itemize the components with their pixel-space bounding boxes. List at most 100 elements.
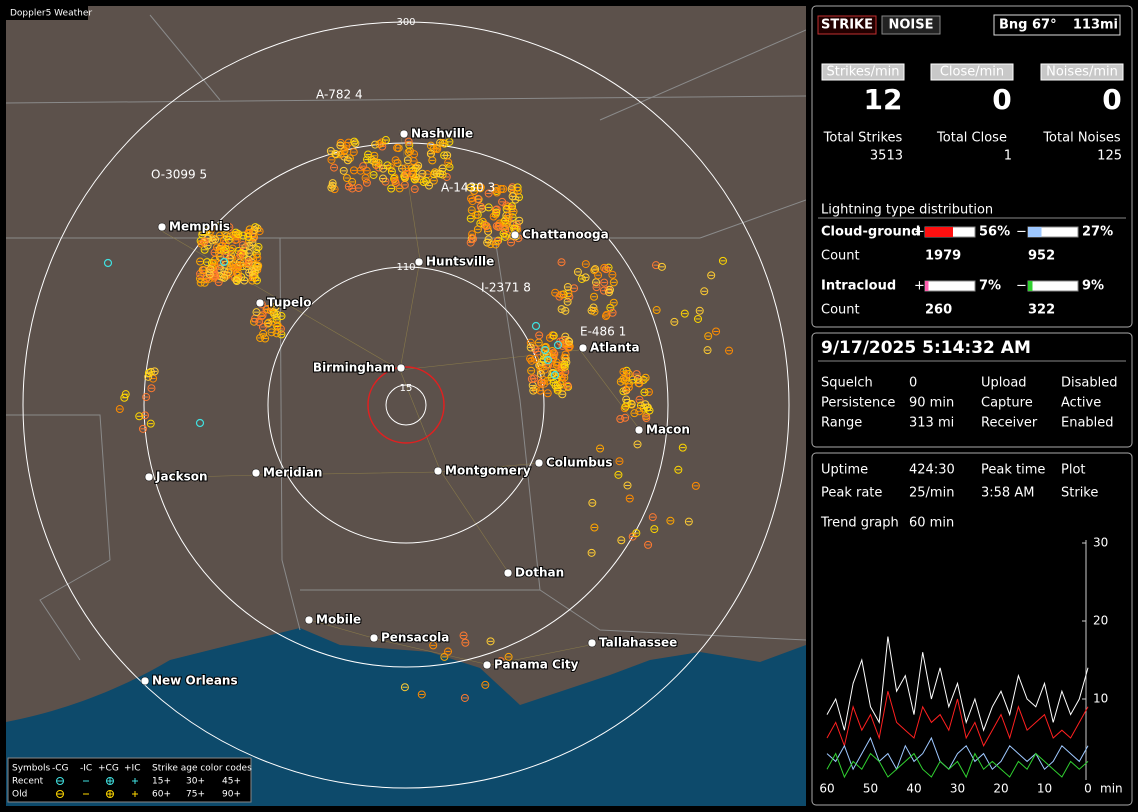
rate-label: Close/min (940, 65, 1004, 80)
x-tick-label: 10 (1037, 782, 1052, 796)
title-bg (6, 6, 88, 20)
strike (565, 337, 574, 346)
legend-column: +IC (124, 764, 140, 774)
legend-age: 75+ (186, 790, 205, 800)
strike (372, 158, 381, 167)
strike (225, 223, 234, 232)
strike (592, 278, 601, 287)
status: Uptime (821, 463, 868, 478)
strike (558, 390, 567, 399)
noise-button (881, 15, 941, 35)
city-dot (144, 472, 154, 482)
rate-label: Noises/min (1046, 65, 1118, 80)
strike (219, 224, 228, 233)
strike (327, 155, 336, 164)
percent: 27% (1082, 225, 1113, 240)
city-label: Chattanooga (522, 228, 609, 242)
close-ring (367, 366, 445, 444)
strike (374, 163, 383, 172)
strike (444, 647, 453, 656)
strike (135, 412, 144, 421)
strike (378, 142, 387, 151)
strike (146, 419, 155, 428)
storm-tag: A-782 4 (316, 88, 363, 102)
strike (354, 184, 363, 193)
city-label: Huntsville (426, 255, 494, 269)
strike (557, 258, 566, 267)
strike (232, 277, 241, 286)
strike (535, 331, 544, 340)
count-label: Count (821, 303, 860, 318)
recent-strike (540, 345, 550, 355)
strike (255, 227, 264, 236)
legend-symbol (106, 790, 114, 798)
x-unit: min (1100, 782, 1123, 796)
strike (214, 278, 223, 287)
strike (379, 174, 388, 183)
distribution-title: Lightning type distribution (821, 203, 993, 218)
strike (241, 243, 250, 252)
strike (478, 204, 487, 213)
setting: 313 mi (909, 416, 954, 431)
setting: Disabled (1061, 376, 1117, 391)
strike (725, 346, 734, 355)
strike (359, 162, 368, 171)
strike (211, 272, 220, 281)
trend-line (826, 636, 1089, 732)
strike (674, 465, 683, 474)
strike (481, 680, 490, 689)
strike (261, 334, 270, 343)
setting: Enabled (1061, 416, 1114, 431)
strike (486, 637, 495, 646)
count-label: Count (821, 249, 860, 264)
strike (492, 208, 501, 217)
legend-symbol (106, 777, 114, 785)
strike (240, 276, 249, 285)
strike (330, 163, 339, 172)
legend-age: 60+ (152, 790, 171, 800)
strike (215, 248, 224, 257)
legend-column: -IC (80, 764, 92, 774)
strike (461, 638, 470, 647)
trend-line (826, 752, 1089, 779)
strike (138, 424, 147, 433)
city-label: Meridian (263, 466, 322, 480)
strike-button-label: STRIKE (821, 18, 873, 33)
strike (526, 343, 535, 352)
rate-button (821, 63, 905, 81)
strike (328, 181, 337, 190)
strike (361, 173, 370, 182)
strike (573, 267, 582, 276)
strike (623, 481, 632, 490)
strike (590, 523, 599, 532)
strike (602, 265, 611, 274)
sign: + (914, 225, 925, 240)
strike (404, 137, 413, 146)
strike (362, 178, 371, 187)
city-label: Nashville (411, 127, 473, 141)
legend-symbol (56, 777, 64, 785)
strike (203, 226, 212, 235)
strike (254, 261, 263, 270)
strike (484, 189, 493, 198)
strike (222, 250, 231, 259)
strike (492, 188, 501, 197)
strike (513, 186, 522, 195)
rate-value: 12 (864, 83, 903, 116)
strike (387, 167, 396, 176)
strike (414, 161, 423, 170)
strike (560, 360, 569, 369)
trend-line (826, 691, 1089, 748)
legend-age-title: Strike age color codes (152, 764, 252, 774)
strike (600, 278, 609, 287)
strike (226, 262, 235, 271)
city-dot (255, 298, 265, 308)
strike (542, 350, 551, 359)
strike (345, 154, 354, 163)
strike (476, 184, 485, 193)
strike (403, 169, 412, 178)
strike (468, 230, 477, 239)
strike (198, 228, 207, 237)
panel-trend (811, 452, 1133, 806)
strike (459, 631, 468, 640)
